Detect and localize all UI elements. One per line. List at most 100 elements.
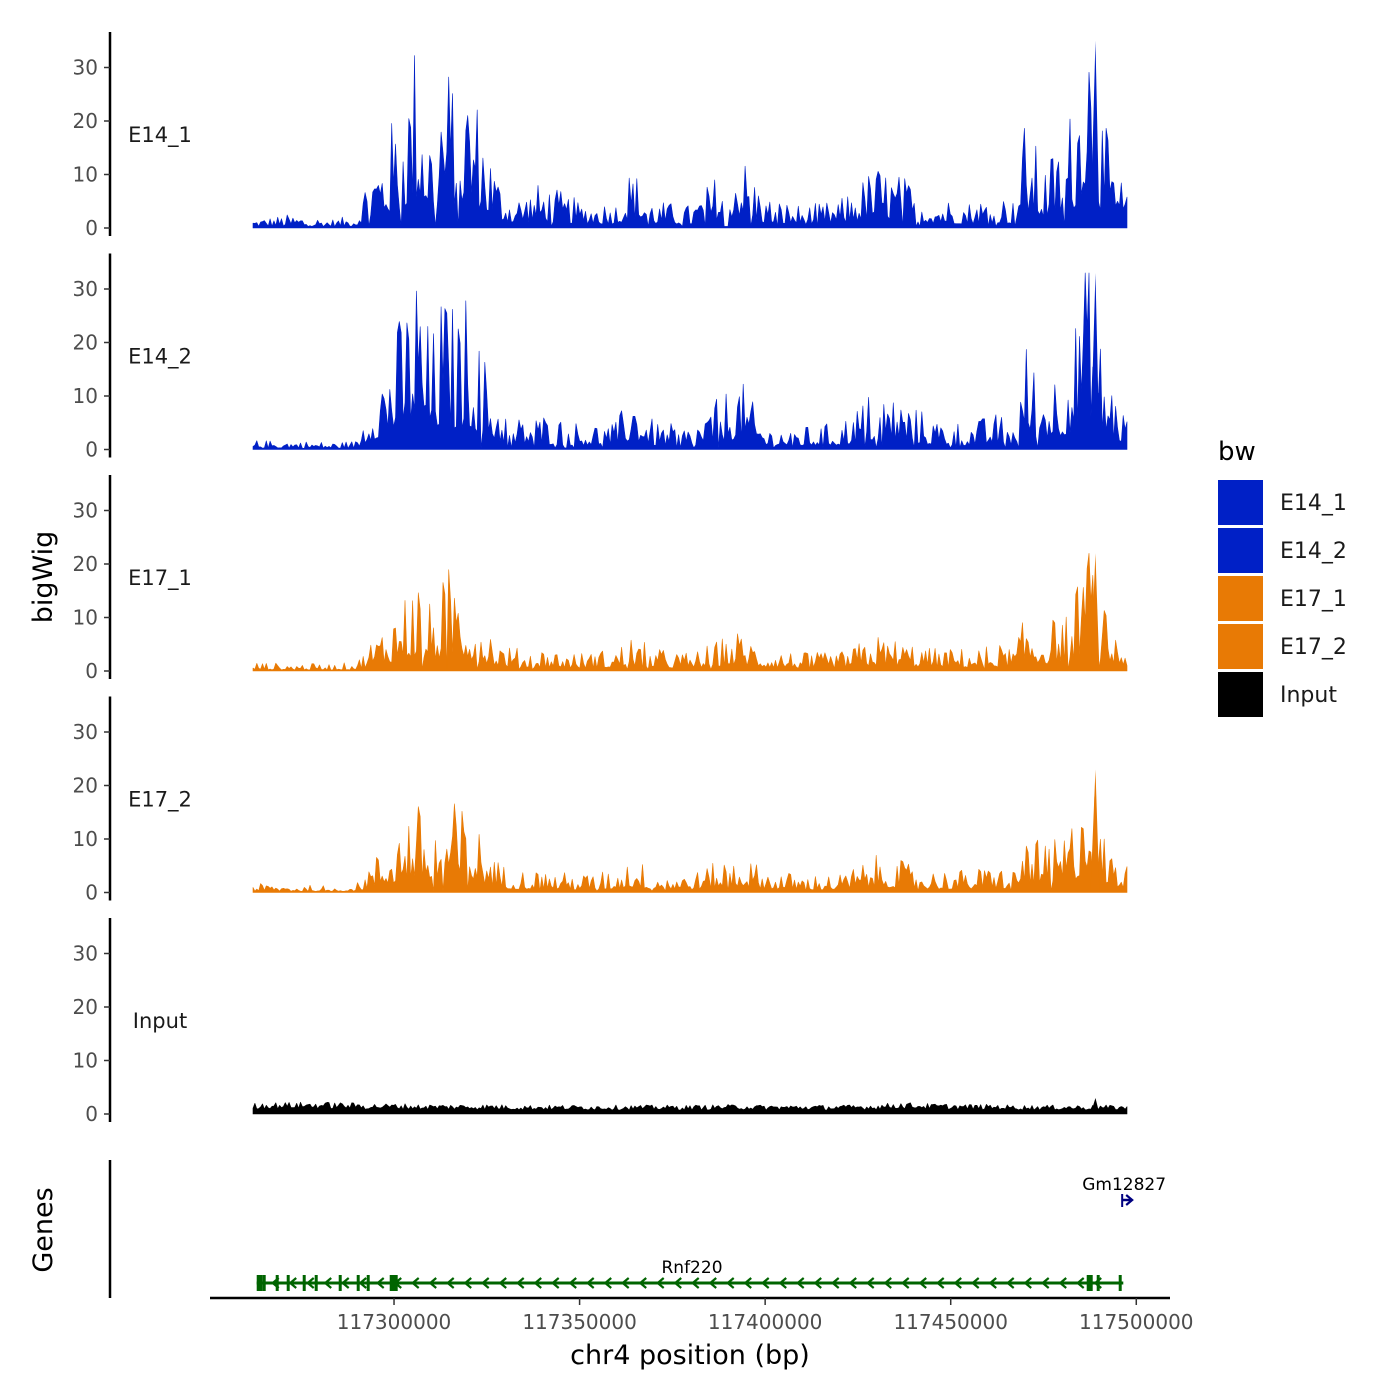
strand-arrow [1058,1277,1067,1289]
legend-swatch [1218,624,1263,669]
y-tick-label: 30 [73,277,98,301]
track-label: E17_2 [128,788,192,813]
legend-label: E17_2 [1280,635,1347,660]
strand-arrow [883,1277,892,1289]
strand-arrow [935,1277,945,1289]
coverage-area [252,272,1128,450]
legend-item-e14-2: E14_2 [1218,528,1347,573]
strand-arrow [515,1277,525,1289]
y-tick-label: 30 [73,499,98,523]
y-tick-label: 20 [73,774,98,798]
gene-gm12827: Gm12827 [1082,1175,1166,1207]
strand-arrow [585,1277,595,1289]
y-tick-label: 30 [73,720,98,744]
y-tick-label: 10 [73,606,98,630]
peak-spike [1090,553,1100,671]
strand-arrow [550,1277,560,1289]
track-label: Input [133,1009,187,1033]
gene-label: Rnf220 [661,1258,722,1278]
strand-arrow [988,1277,997,1289]
y-tick-label: 20 [73,109,98,133]
exon [1118,1275,1122,1291]
strand-arrow [953,1277,962,1289]
exon [356,1275,360,1291]
y-tick-label: 10 [73,384,98,408]
strand-arrow [1125,1194,1134,1206]
y-tick-label: 10 [73,827,98,851]
exon [262,1275,266,1291]
strand-arrow [1040,1277,1050,1289]
gene-rnf220: Rnf220 [256,1258,1124,1291]
legend-item-e17-2: E17_2 [1218,624,1347,669]
legend-swatch [1218,528,1263,573]
coverage-area [252,1101,1128,1115]
exon [1096,1275,1100,1291]
strand-arrow [480,1277,490,1289]
y-tick-label: 20 [73,552,98,576]
strand-arrow [445,1277,455,1289]
exon [256,1275,263,1291]
strand-arrow [1005,1277,1015,1289]
strand-arrow [708,1277,717,1289]
coverage-area [252,796,1128,893]
strand-arrow [725,1277,735,1289]
exon [366,1275,370,1291]
coverage-area [252,553,1128,672]
strand-arrow [830,1277,840,1289]
strand-arrow [410,1277,420,1289]
exon [275,1275,279,1291]
strand-arrow [673,1277,682,1289]
legend-label: E14_2 [1280,539,1347,564]
strand-arrow [340,1277,350,1289]
track-label: E14_1 [128,123,192,148]
x-tick-label: 117400000 [708,1310,823,1334]
strand-arrow [498,1277,507,1289]
signal-tracks: 0 10 20 30 E14_1 0 10 20 30 E14_2 0 10 20 30 E17_1 0 10 2… [73,32,1128,1126]
y-tick-label: 30 [73,942,98,966]
strand-arrow [358,1277,367,1289]
strand-arrow [568,1277,577,1289]
y-tick-label: 20 [73,331,98,355]
strand-arrow [813,1277,822,1289]
y-tick-label: 0 [85,1102,98,1126]
strand-arrow [603,1277,612,1289]
strand-arrow [900,1277,910,1289]
strand-arrow [743,1277,752,1289]
peak-spike [1090,769,1100,893]
strand-arrow [778,1277,787,1289]
genes-track: Rnf220 Gm12827 [108,1160,1166,1298]
peak-spike [1090,272,1100,450]
legend-swatch [1218,576,1263,621]
exon [389,1275,393,1291]
x-tick-label: 117500000 [1079,1310,1194,1334]
y-tick-label: 10 [73,1049,98,1073]
strand-arrow [1075,1277,1085,1289]
strand-arrow [1093,1277,1102,1289]
gene-label: Gm12827 [1082,1175,1166,1195]
strand-arrow [638,1277,647,1289]
strand-arrow [620,1277,630,1289]
legend: E14_1 E14_2 E17_1 E17_2 Input [1218,480,1347,717]
y-tick-label: 0 [85,881,98,905]
x-axis-title: chr4 position (bp) [570,1340,810,1371]
track-e17-2: 0 10 20 30 E17_2 [73,696,1128,905]
peak-spike [1090,40,1100,228]
track-e17-1: 0 10 20 30 E17_1 [73,475,1128,683]
y-tick-label: 0 [85,438,98,462]
exon [314,1275,318,1291]
track-e14-1: 0 10 20 30 E14_1 [73,32,1128,240]
legend-label: E14_1 [1280,491,1347,516]
y-tick-label: 0 [85,659,98,683]
legend-title: bw [1218,437,1256,467]
y-tick-label: 30 [73,56,98,80]
strand-arrow [270,1277,280,1289]
legend-swatch [1218,480,1263,525]
y-tick-label: 20 [73,995,98,1019]
strand-arrow [848,1277,857,1289]
track-label: E17_1 [128,566,192,591]
genes-axis-title: Genes [28,1187,59,1272]
strand-arrow [655,1277,665,1289]
legend-label: E17_1 [1280,587,1347,612]
y-tick-label: 10 [73,163,98,187]
